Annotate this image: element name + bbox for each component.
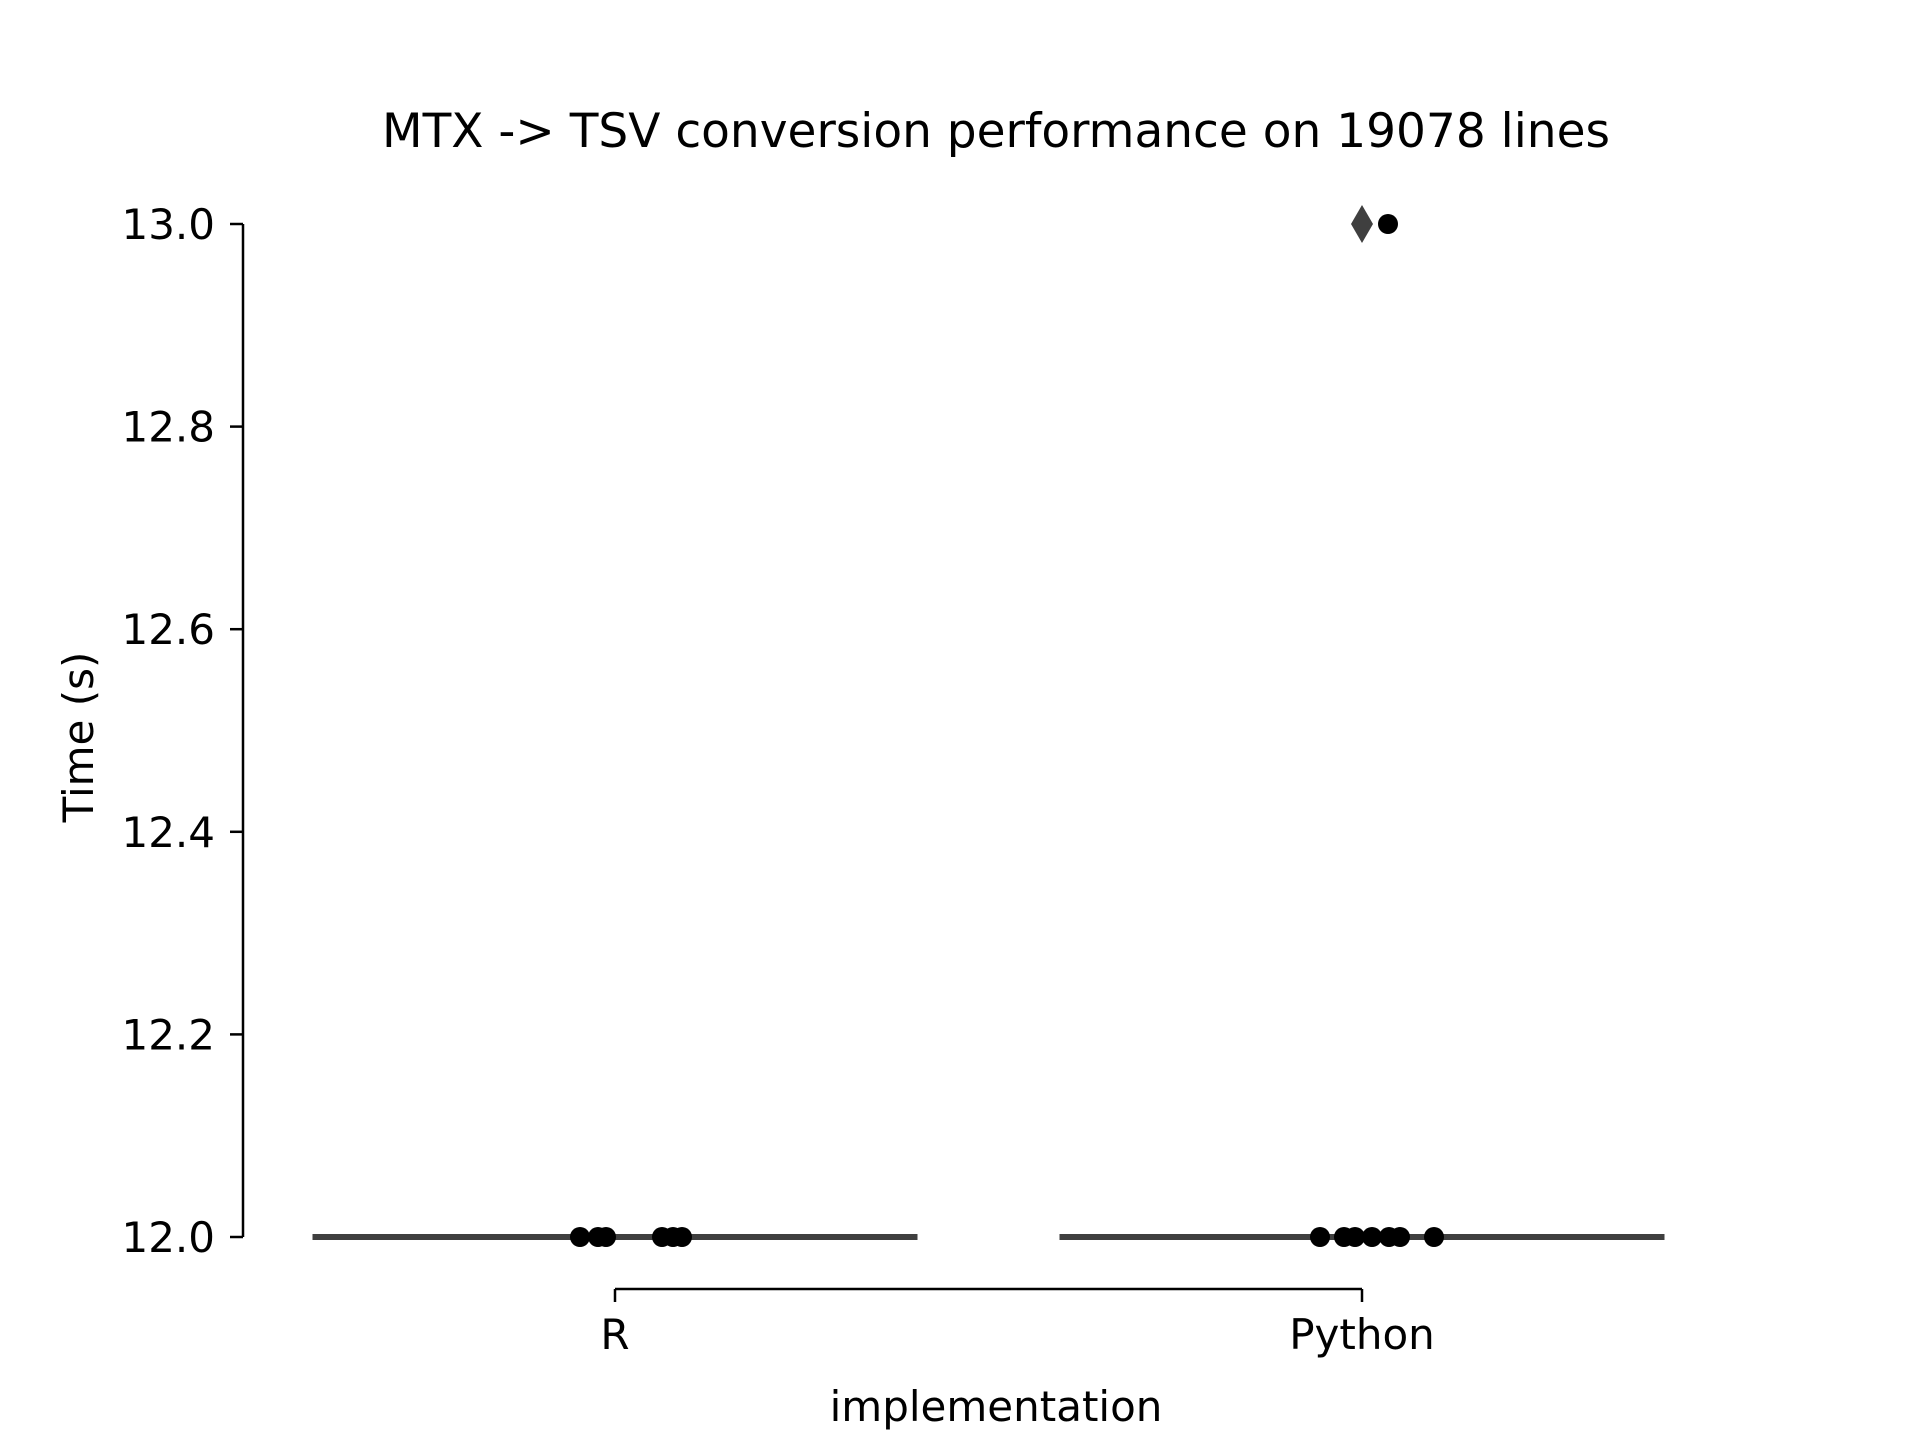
y-tick-label: 12.6	[121, 605, 215, 654]
data-point	[1362, 1227, 1382, 1247]
x-axis: R Python	[600, 1287, 1435, 1359]
plot-area	[312, 205, 1665, 1247]
x-tick-label: Python	[1289, 1310, 1435, 1359]
y-tick-label: 12.2	[121, 1010, 215, 1059]
data-point	[1390, 1227, 1410, 1247]
data-point	[596, 1227, 616, 1247]
y-tick-label: 13.0	[121, 200, 215, 249]
y-axis-label: Time (s)	[54, 652, 103, 824]
y-tick-label: 12.0	[121, 1213, 215, 1262]
data-point	[1378, 214, 1398, 234]
data-point	[1310, 1227, 1330, 1247]
y-axis: 12.0 12.2 12.4 12.6 12.8 13.0	[121, 200, 245, 1262]
chart-title: MTX -> TSV conversion performance on 190…	[382, 104, 1610, 159]
x-tick-label: R	[600, 1310, 629, 1359]
data-point	[672, 1227, 692, 1247]
y-tick-label: 12.8	[121, 403, 215, 452]
outlier-marker	[1351, 205, 1373, 243]
data-point	[1345, 1227, 1365, 1247]
data-point	[570, 1227, 590, 1247]
x-axis-label: implementation	[830, 1382, 1163, 1431]
y-tick-label: 12.4	[121, 808, 215, 857]
data-point	[1424, 1227, 1444, 1247]
